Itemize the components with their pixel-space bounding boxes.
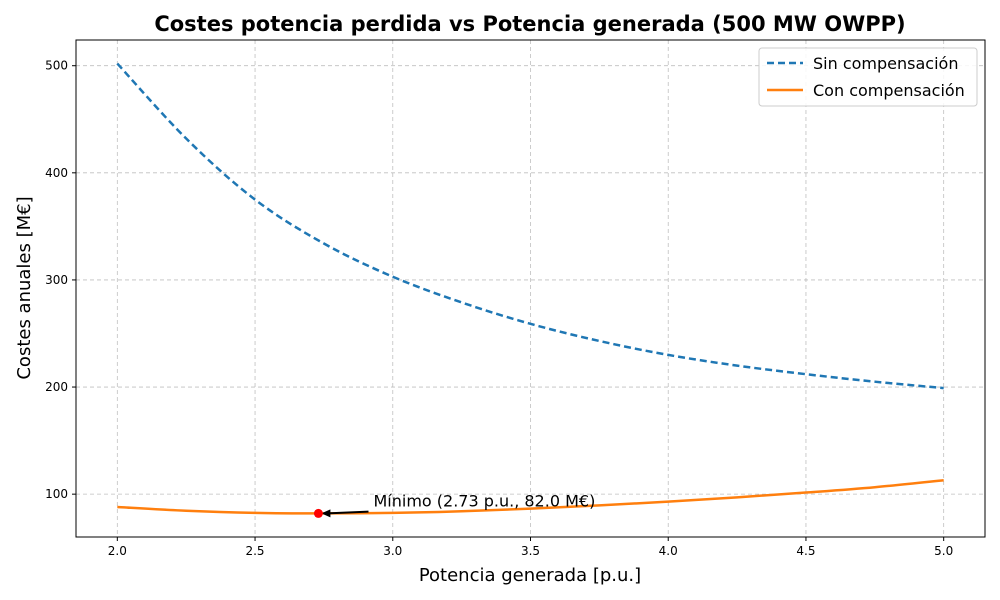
series-lines (116, 62, 944, 515)
minimum-marker (313, 508, 323, 518)
y-tick-label: 200 (45, 380, 68, 394)
grid (76, 40, 985, 537)
y-tick-label: 500 (45, 59, 68, 73)
x-tick-label: 3.5 (521, 544, 540, 558)
axis-ticks: 2.0 2.5 3.0 3.5 4.0 4.5 5.0 100 200 300 400 500 (45, 59, 953, 558)
annotation-arrowhead (321, 509, 331, 518)
x-axis-label: Potencia generada [p.u.] (419, 565, 641, 586)
y-axis-label: Costes anuales [M€] (14, 196, 35, 379)
legend-label-sin: Sin compensación (813, 54, 958, 73)
annotation-arrow (327, 510, 369, 515)
legend: Sin compensación Con compensación (758, 47, 978, 107)
x-tick-label: 3.0 (383, 544, 402, 558)
chart-title: Costes potencia perdida vs Potencia gene… (154, 12, 905, 36)
x-tick-label: 2.5 (245, 544, 264, 558)
legend-box (758, 47, 978, 107)
x-tick-label: 4.5 (796, 544, 815, 558)
y-tick-label: 100 (45, 487, 68, 501)
legend-label-con: Con compensación (813, 81, 965, 100)
x-tick-label: 5.0 (934, 544, 953, 558)
series-line-con-compensacion (117, 478, 944, 515)
x-tick-label: 2.0 (108, 544, 127, 558)
y-tick-label: 300 (45, 273, 68, 287)
y-tick-label: 400 (45, 166, 68, 180)
series-line-sin-compensacion (116, 62, 944, 390)
annotation: Mínimo (2.73 p.u., 82.0 M€) (313, 492, 595, 518)
x-tick-label: 4.0 (659, 544, 678, 558)
annotation-label: Mínimo (2.73 p.u., 82.0 M€) (373, 492, 595, 511)
